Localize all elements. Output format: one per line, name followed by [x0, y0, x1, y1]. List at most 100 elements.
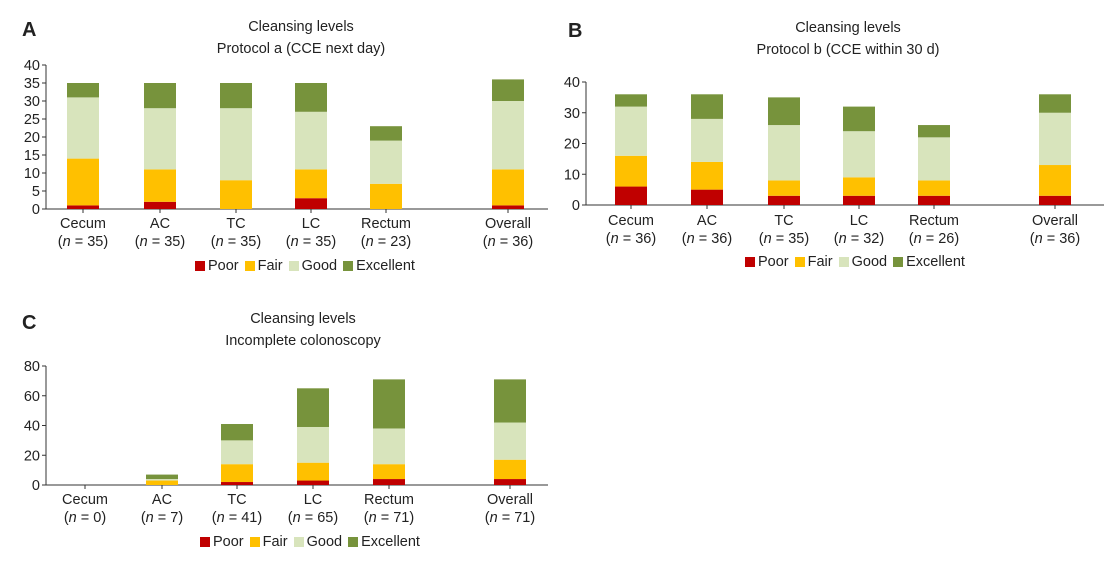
x-tick-label: Overall — [487, 492, 533, 508]
chart-title: Cleansing levels — [248, 19, 354, 35]
chart-plot: 0 10 20 30 40 Cecum (n = 36) AC (n = 36) TC (n = 3… — [564, 75, 1104, 247]
y-tick-label: 80 — [24, 359, 40, 375]
y-tick-label: 5 — [32, 184, 40, 200]
legend-swatch — [893, 257, 904, 267]
y-tick-label: 0 — [32, 202, 40, 218]
y-tick-label: 0 — [572, 198, 580, 214]
bar-segment-good-cecum — [67, 97, 99, 159]
x-tick-label: TC — [227, 492, 246, 508]
x-tick-label: Cecum — [60, 216, 106, 232]
bar-segment-poor-overall — [492, 205, 524, 209]
bar-segment-fair-overall — [494, 459, 526, 480]
bar-segment-fair-tc — [221, 464, 253, 483]
legend-swatch — [348, 537, 359, 547]
legend-swatch — [249, 537, 260, 547]
legend-item-excellent: Excellent — [343, 258, 415, 274]
bar-segment-fair-tc — [220, 180, 252, 209]
bar-segment-fair-lc — [295, 169, 327, 199]
n-label: (n = 0) — [64, 510, 106, 526]
legend-label: Poor — [213, 534, 244, 550]
n-label: (n = 23) — [361, 234, 411, 250]
bar-segment-excellent-ac — [146, 474, 178, 480]
n-label: (n = 35) — [58, 234, 108, 250]
legend-label: Excellent — [361, 534, 420, 550]
bar-segment-poor-ac — [691, 189, 723, 205]
x-tick-label: AC — [697, 213, 717, 229]
chart-subtitle: Protocol b (CCE within 30 d) — [756, 42, 940, 58]
n-label: (n = 41) — [212, 510, 262, 526]
legend-item-fair: Fair — [249, 534, 288, 550]
bar-segment-excellent-tc — [220, 83, 252, 109]
y-tick-label: 25 — [24, 112, 40, 128]
n-label: (n = 71) — [364, 510, 414, 526]
n-label: (n = 35) — [135, 234, 185, 250]
legend-item-good: Good — [293, 534, 342, 550]
legend-item-good: Good — [838, 254, 888, 270]
bar-segment-poor-lc — [297, 480, 329, 485]
bar-segment-poor-lc — [843, 195, 875, 205]
bar-segment-good-cecum — [615, 106, 647, 156]
x-tick-label: LC — [850, 213, 869, 229]
bar-segment-poor-lc — [295, 198, 327, 209]
bar-segment-fair-lc — [843, 177, 875, 196]
bar-segment-good-ac — [691, 118, 723, 162]
bar-segment-excellent-cecum — [67, 83, 99, 98]
legend-swatch — [244, 261, 255, 271]
bar-segment-fair-rectum — [918, 180, 950, 196]
y-tick-label: 35 — [24, 76, 40, 92]
bar-segment-poor-cecum — [67, 205, 99, 209]
bar-segment-fair-overall — [1039, 165, 1071, 196]
legend-item-poor: Poor — [200, 534, 244, 550]
bar-segment-poor-tc — [221, 482, 253, 485]
legend-swatch — [794, 257, 805, 267]
x-tick-label: AC — [150, 216, 170, 232]
y-tick-label: 40 — [24, 419, 40, 435]
legend-label: Good — [851, 254, 888, 270]
chart-subtitle: Incomplete colonoscopy — [225, 333, 381, 349]
chart-panel-a: A Cleansing levels Protocol a (CCE next … — [0, 0, 556, 290]
bar-segment-excellent-ac — [144, 83, 176, 109]
legend-label: Poor — [758, 254, 789, 270]
legend-swatch — [293, 537, 304, 547]
bar-segment-fair-rectum — [370, 183, 402, 209]
x-tick-label: LC — [304, 492, 323, 508]
chart-title: Cleansing levels — [250, 311, 356, 327]
n-label: (n = 36) — [1030, 231, 1080, 247]
legend-swatch — [745, 257, 755, 267]
bar-segment-fair-tc — [768, 180, 800, 196]
y-tick-label: 20 — [564, 137, 580, 153]
n-label: (n = 7) — [141, 510, 183, 526]
n-label: (n = 36) — [606, 231, 656, 247]
chart-legend: Poor Fair Good Excellent — [200, 534, 426, 550]
x-tick-label: Rectum — [361, 216, 411, 232]
x-tick-label: TC — [774, 213, 793, 229]
bar-segment-good-ac — [144, 108, 176, 170]
bar-segment-excellent-lc — [295, 83, 327, 112]
bar-segment-excellent-rectum — [370, 126, 402, 141]
panel-label: B — [568, 20, 583, 42]
bar-segment-good-rectum — [918, 137, 950, 181]
chart-legend: Poor Fair Good Excellent — [745, 254, 971, 270]
bar-segment-poor-tc — [768, 195, 800, 205]
n-label: (n = 65) — [288, 510, 338, 526]
chart-title: Cleansing levels — [795, 20, 901, 36]
y-tick-label: 15 — [24, 148, 40, 164]
chart-panel-c: C Cleansing levels Incomplete colonoscop… — [0, 290, 556, 567]
chart-panel-b: B Cleansing levels Protocol b (CCE withi… — [556, 0, 1112, 290]
n-label: (n = 35) — [759, 231, 809, 247]
legend-label: Fair — [257, 258, 283, 274]
x-tick-label: LC — [302, 216, 321, 232]
legend-swatch — [200, 537, 210, 547]
bar-segment-fair-ac — [144, 169, 176, 202]
legend-item-poor: Poor — [745, 254, 789, 270]
bar-segment-good-rectum — [370, 140, 402, 184]
bar-segment-poor-ac — [144, 201, 176, 209]
y-tick-label: 40 — [24, 58, 40, 74]
x-tick-label: AC — [152, 492, 172, 508]
bar-segment-good-tc — [220, 108, 252, 181]
x-tick-label: Overall — [1032, 213, 1078, 229]
bar-segment-good-lc — [297, 426, 329, 463]
bar-segment-good-rectum — [373, 428, 405, 465]
bar-segment-poor-overall — [1039, 195, 1071, 205]
bar-segment-excellent-ac — [691, 94, 723, 119]
